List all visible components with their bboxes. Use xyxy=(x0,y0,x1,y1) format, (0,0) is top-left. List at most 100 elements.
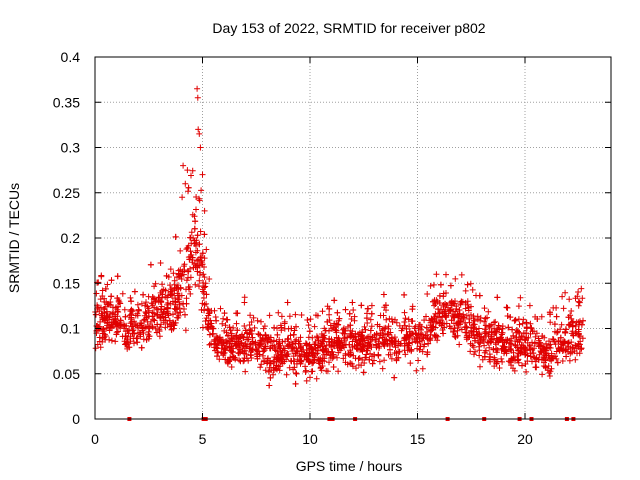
data-point xyxy=(326,305,333,312)
data-point xyxy=(380,341,387,348)
data-point xyxy=(323,348,329,355)
data-point xyxy=(308,345,315,352)
data-point xyxy=(516,321,523,328)
data-point xyxy=(109,310,116,317)
data-point xyxy=(575,289,582,295)
data-point xyxy=(566,357,573,364)
data-point xyxy=(164,320,171,327)
data-point xyxy=(183,286,189,293)
data-point xyxy=(293,350,299,356)
data-point xyxy=(576,350,583,357)
data-point xyxy=(201,207,208,214)
data-point xyxy=(290,353,297,360)
data-point xyxy=(476,347,483,354)
data-point xyxy=(251,324,258,331)
data-point xyxy=(402,351,409,358)
data-point xyxy=(529,328,536,335)
data-point xyxy=(296,352,303,359)
data-point xyxy=(194,257,201,264)
data-point xyxy=(485,308,492,315)
data-point xyxy=(368,310,375,317)
data-point xyxy=(375,351,382,358)
data-point xyxy=(168,326,175,333)
data-point xyxy=(480,338,487,345)
data-point xyxy=(196,283,202,290)
data-point xyxy=(128,318,135,325)
data-point xyxy=(314,334,321,341)
data-point xyxy=(175,296,182,303)
data-point xyxy=(189,167,196,174)
data-point xyxy=(188,172,194,179)
data-point xyxy=(467,340,474,347)
data-point xyxy=(508,347,515,354)
data-point xyxy=(572,342,579,349)
data-point xyxy=(505,324,512,331)
data-point xyxy=(414,345,421,352)
data-point xyxy=(575,319,582,326)
data-point xyxy=(92,345,99,352)
data-point xyxy=(221,345,228,352)
data-point xyxy=(197,144,204,151)
data-point xyxy=(389,339,396,346)
data-point xyxy=(443,302,450,308)
data-point xyxy=(108,337,115,344)
data-point xyxy=(271,324,278,331)
data-point xyxy=(164,300,171,306)
data-point xyxy=(509,356,516,363)
data-point xyxy=(514,338,521,345)
data-point xyxy=(196,130,203,137)
data-point xyxy=(384,331,391,337)
data-point xyxy=(558,321,565,328)
data-point xyxy=(146,333,153,340)
data-point xyxy=(292,380,299,387)
data-point xyxy=(191,237,198,244)
data-point xyxy=(145,313,152,320)
data-point xyxy=(441,308,448,315)
data-point xyxy=(362,354,369,361)
data-point xyxy=(533,330,540,337)
data-point xyxy=(201,284,208,291)
data-point xyxy=(139,325,146,332)
data-point xyxy=(174,274,180,281)
data-point xyxy=(333,340,340,347)
data-point xyxy=(226,324,233,331)
data-point xyxy=(416,346,423,353)
data-point xyxy=(371,332,378,339)
chart-title: Day 153 of 2022, SRMTID for receiver p80… xyxy=(212,20,485,36)
data-point xyxy=(470,328,477,335)
data-point xyxy=(131,330,138,337)
data-point xyxy=(281,320,288,327)
data-point xyxy=(104,319,111,326)
x-tick-label: 0 xyxy=(91,431,99,447)
data-point xyxy=(228,332,235,339)
data-point xyxy=(365,333,372,340)
data-point xyxy=(368,323,375,330)
data-point xyxy=(319,357,326,364)
data-point xyxy=(266,345,273,352)
data-point xyxy=(437,281,444,288)
data-point xyxy=(99,293,106,299)
data-point xyxy=(404,347,411,354)
data-point xyxy=(168,286,175,293)
data-point xyxy=(301,353,308,360)
data-point xyxy=(192,260,198,267)
data-point xyxy=(535,356,542,363)
data-point xyxy=(512,342,519,349)
data-point xyxy=(368,302,375,309)
data-point xyxy=(494,294,501,301)
data-point xyxy=(201,301,208,308)
data-point xyxy=(507,314,514,321)
data-point xyxy=(359,329,366,335)
data-point xyxy=(288,358,295,365)
data-point xyxy=(353,336,360,343)
data-point xyxy=(335,368,342,375)
data-point xyxy=(200,288,206,295)
data-point xyxy=(491,319,497,326)
data-point xyxy=(385,351,392,358)
data-point xyxy=(407,360,414,367)
data-point xyxy=(428,315,435,322)
data-point xyxy=(379,365,386,372)
data-point xyxy=(292,311,299,318)
data-point xyxy=(205,321,212,328)
